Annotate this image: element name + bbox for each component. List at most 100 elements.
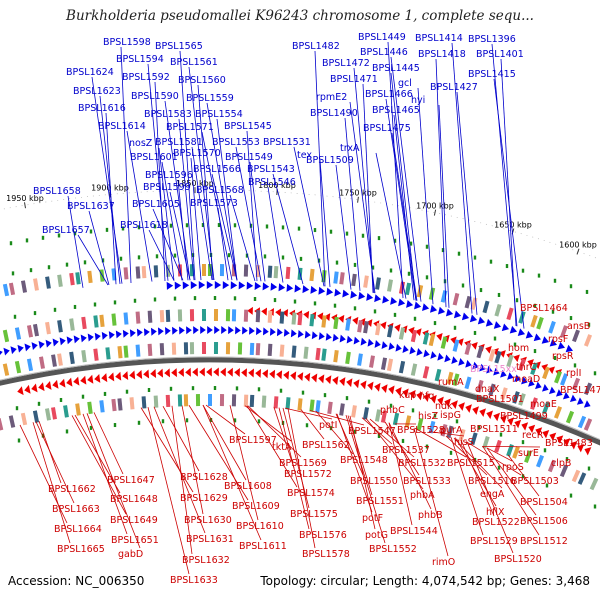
position-tick: [263, 254, 267, 259]
gene-label-top: BPSL1583: [144, 109, 192, 120]
forward-gene-arrow: [172, 326, 178, 335]
reverse-gene-arrow: [150, 369, 157, 379]
forward-gene-arrow: [507, 372, 514, 380]
reverse-gene-arrow: [157, 368, 164, 378]
position-tick: [533, 303, 537, 308]
label-leader-bottom: [273, 407, 295, 469]
sequence-feature-block: [560, 325, 568, 338]
position-tick: [217, 223, 221, 228]
label-leader-bottom: [347, 415, 373, 496]
forward-gene-arrow: [453, 310, 462, 319]
sequence-feature-block: [2, 329, 10, 343]
reverse-gene-arrow: [514, 419, 522, 429]
sequence-feature-block: [416, 417, 424, 431]
forward-gene-arrow: [472, 361, 479, 370]
gene-label-bottom: recR: [522, 430, 544, 441]
label-leader-top: [493, 78, 525, 329]
gene-label-top: BPSL1594: [116, 54, 164, 65]
gene-label-bottom: hisZ: [418, 411, 439, 422]
position-tick: [515, 298, 519, 303]
gene-label-top: BPSL1531: [263, 137, 311, 148]
map-title: Burkholderia pseudomallei K96243 chromos…: [66, 8, 534, 24]
sequence-feature-block: [231, 309, 237, 322]
gene-label-bottom: thrC: [516, 362, 537, 373]
forward-gene-arrow: [528, 379, 535, 387]
reverse-gene-arrow: [527, 359, 534, 367]
reverse-gene-arrow: [261, 307, 268, 316]
gene-label-top: hyi: [411, 95, 425, 106]
reverse-gene-arrow: [213, 367, 219, 377]
forward-gene-arrow: [535, 381, 542, 390]
reverse-gene-arrow: [584, 447, 592, 456]
position-tick: [479, 288, 483, 293]
position-tick: [573, 363, 577, 368]
forward-gene-arrow: [325, 332, 332, 341]
label-leader-top: [164, 100, 191, 281]
gene-label-bottom: BPSL1633: [170, 575, 218, 586]
gene-label-bottom: rpoS: [502, 462, 524, 473]
label-leader-top: [158, 147, 175, 281]
gene-label-bottom: hflX: [486, 507, 505, 518]
forward-gene-arrow: [246, 281, 254, 290]
label-leader-bottom: [450, 437, 484, 536]
sequence-feature-block: [494, 303, 502, 317]
position-tick: [9, 241, 13, 246]
position-tick: [317, 258, 321, 263]
position-tick: [353, 429, 357, 434]
forward-gene-arrow: [221, 326, 227, 335]
label-leader-bottom: [147, 407, 190, 575]
label-leader-bottom: [361, 417, 393, 445]
position-tick: [489, 259, 493, 264]
position-tick: [33, 311, 37, 316]
gene-label-bottom: BPSL1649: [110, 515, 158, 526]
position-tick: [93, 302, 97, 307]
ruler-tick-label: 1750 kbp: [339, 189, 377, 198]
sequence-feature-block: [219, 264, 225, 277]
sequence-feature-block: [506, 443, 514, 457]
forward-gene-arrow: [129, 329, 136, 338]
forward-gene-arrow: [318, 332, 325, 341]
reverse-gene-arrow: [549, 432, 557, 442]
label-leader-top: [451, 42, 473, 314]
sequence-feature-block: [117, 346, 123, 359]
label-leader-top: [390, 56, 422, 302]
sequence-feature-block: [159, 310, 165, 323]
sequence-feature-block: [20, 280, 28, 293]
position-tick: [245, 253, 249, 258]
gene-label-top: BPSL1581: [155, 137, 203, 148]
label-leader-top: [88, 210, 110, 286]
label-leader-top: [120, 46, 132, 284]
gene-label-bottom: rpsF: [548, 334, 568, 345]
position-tick: [73, 231, 77, 236]
label-leader-top: [435, 58, 447, 308]
gene-label-top: BPSL1471: [330, 74, 378, 85]
gene-label-bottom: BPSL1664: [54, 524, 102, 535]
sequence-feature-block: [374, 409, 382, 422]
gene-label-bottom: ndk: [435, 401, 453, 412]
label-leader-top: [335, 164, 352, 290]
label-leader-top: [375, 152, 407, 299]
position-tick: [153, 224, 157, 229]
sequence-feature-block: [375, 277, 381, 290]
forward-gene-arrow: [262, 327, 269, 336]
sequence-feature-block: [81, 316, 87, 330]
label-leader-bottom: [336, 413, 373, 513]
ruler-tick-label: 1600 kbp: [559, 241, 597, 250]
gene-label-top: BPSL1624: [66, 67, 114, 78]
forward-gene-arrow: [38, 340, 45, 349]
sequence-feature-block: [249, 342, 255, 355]
gene-label-top: BPSL1616: [78, 103, 126, 114]
reverse-gene-arrow: [143, 369, 150, 379]
gene-label-top: BPSL1466: [365, 89, 413, 100]
label-leader-top: [293, 146, 325, 287]
sequence-feature-block: [123, 345, 129, 358]
position-tick: [65, 262, 69, 267]
reverse-gene-arrow: [366, 319, 373, 327]
genome-backbone-highlight: [0, 356, 600, 441]
sequence-feature-block: [135, 311, 141, 324]
reverse-gene-arrow: [164, 368, 171, 378]
reverse-gene-arrow: [416, 391, 423, 401]
position-tick: [361, 233, 365, 238]
label-leader-top: [77, 234, 109, 286]
